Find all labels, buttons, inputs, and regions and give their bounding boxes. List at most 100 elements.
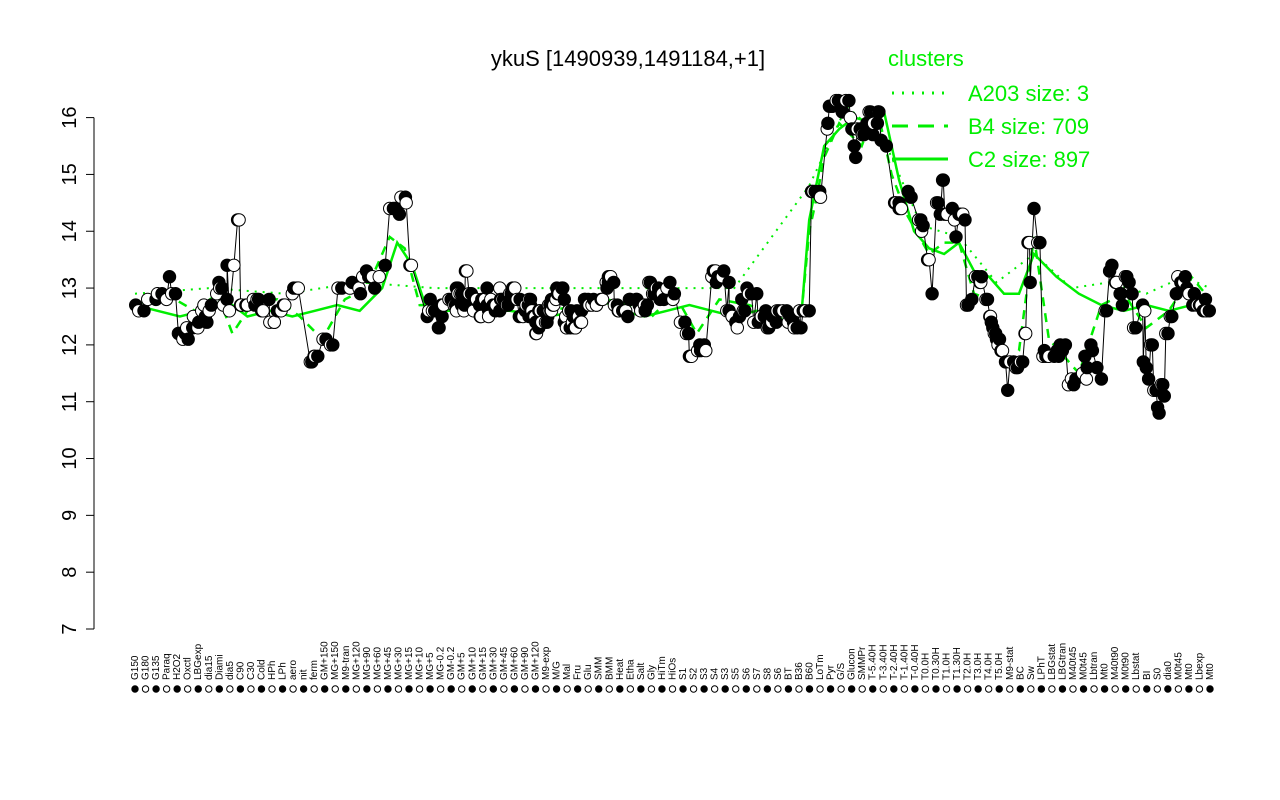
x-rug-mark	[226, 685, 234, 693]
legend-label: B4 size: 709	[968, 114, 1089, 139]
x-rug-mark	[141, 685, 150, 693]
x-tick-label: BC	[1015, 666, 1026, 680]
x-rug-mark	[816, 685, 824, 693]
x-tick-label: G180	[141, 655, 152, 680]
x-tick-label: C30	[246, 661, 257, 680]
data-point	[480, 281, 494, 295]
x-tick-label: C90	[235, 661, 246, 680]
x-rug-mark	[742, 685, 750, 693]
x-tick-label: dia0	[1163, 661, 1174, 680]
data-point	[1099, 304, 1114, 318]
data-point	[556, 281, 570, 295]
x-rug-mark	[932, 685, 940, 693]
data-point	[1027, 201, 1041, 216]
data-point	[949, 230, 963, 244]
x-rug-mark	[310, 685, 318, 693]
data-point-open	[1138, 304, 1152, 318]
x-rug-mark	[869, 685, 877, 693]
x-rug-mark	[710, 685, 719, 693]
x-rug-mark	[616, 685, 624, 693]
x-rug-mark	[289, 685, 297, 693]
x-rug-mark	[458, 685, 466, 693]
data-point	[432, 321, 446, 335]
data-point	[958, 213, 972, 227]
data-point	[1202, 304, 1217, 318]
y-tick-label: 13	[59, 277, 81, 299]
x-tick-label: GM+150	[320, 641, 331, 680]
data-point	[678, 315, 692, 329]
x-tick-label: Glucon	[847, 648, 858, 680]
y-tick-label: 12	[59, 334, 81, 356]
x-rug-mark	[205, 685, 213, 693]
x-tick-label: BMM	[604, 657, 615, 680]
data-point	[1090, 360, 1104, 375]
x-tick-label: dia15	[204, 655, 215, 680]
x-tick-label: MG-0.2	[436, 646, 447, 680]
data-point	[821, 116, 835, 131]
data-point	[368, 281, 382, 295]
data-point-open	[922, 253, 936, 267]
x-rug-mark	[1143, 685, 1151, 693]
x-rug-mark	[1100, 685, 1109, 693]
data-point	[1141, 372, 1156, 386]
data-point	[423, 292, 437, 307]
x-rug-mark	[394, 685, 403, 693]
x-tick-label: S1	[678, 667, 689, 680]
data-point	[802, 304, 816, 318]
data-point	[872, 105, 886, 119]
x-tick-label: HiTm	[657, 656, 668, 680]
x-tick-label: T1.0H	[942, 653, 953, 680]
data-point	[262, 292, 276, 307]
x-tick-label: T1.30H	[952, 647, 963, 680]
x-rug-mark	[1048, 685, 1056, 693]
x-tick-label: MG+10	[415, 646, 426, 680]
x-tick-label: M0t45	[1173, 652, 1184, 680]
x-tick-label: T-2.40H	[889, 644, 900, 680]
x-tick-label: MG+150	[330, 641, 341, 680]
data-point	[1157, 389, 1172, 403]
data-point	[1094, 372, 1109, 386]
x-rug-mark	[995, 685, 1003, 693]
data-point	[1187, 287, 1202, 301]
x-tick-label: GM+90	[520, 646, 531, 680]
x-rug-mark	[974, 685, 982, 693]
x-tick-label: MG+120	[351, 641, 362, 680]
x-rug-mark	[879, 685, 887, 693]
data-point	[1016, 355, 1030, 369]
x-rug-mark	[1132, 685, 1140, 693]
x-rug-mark	[795, 685, 803, 693]
x-rug-mark	[911, 685, 919, 693]
x-rug-mark	[679, 685, 687, 693]
data-point-open	[699, 343, 713, 358]
data-point	[847, 139, 861, 153]
x-tick-label: LBGexp	[193, 643, 204, 680]
data-point	[1139, 360, 1154, 375]
x-tick-label: GM+10	[467, 646, 478, 680]
x-rug-mark	[689, 685, 698, 693]
x-rug-mark	[826, 685, 835, 693]
x-tick-label: Fru	[573, 665, 584, 680]
data-point	[904, 190, 918, 204]
x-rug-mark	[363, 685, 371, 693]
data-point	[1125, 287, 1139, 301]
x-rug-mark	[426, 685, 434, 693]
x-rug-mark	[584, 685, 592, 693]
x-tick-label: GM+60	[509, 646, 520, 680]
data-point-open	[894, 201, 909, 216]
data-point	[326, 338, 340, 352]
x-rug-mark	[1206, 685, 1214, 693]
x-rug-mark	[215, 685, 224, 693]
x-rug-mark	[1058, 685, 1067, 693]
x-rug-mark	[236, 685, 245, 693]
data-point	[1161, 326, 1175, 341]
x-tick-label: T-5.40H	[868, 644, 879, 680]
x-tick-label: MG+15	[404, 646, 415, 680]
x-rug-mark	[953, 685, 961, 693]
x-tick-label: Etha	[625, 659, 636, 680]
x-tick-label: Gly	[646, 665, 657, 680]
x-tick-label: T0.0H	[920, 653, 931, 680]
x-tick-label: M9-stat	[1005, 646, 1016, 680]
data-point	[378, 258, 392, 272]
y-tick-label: 8	[59, 567, 81, 578]
data-point	[738, 304, 752, 318]
